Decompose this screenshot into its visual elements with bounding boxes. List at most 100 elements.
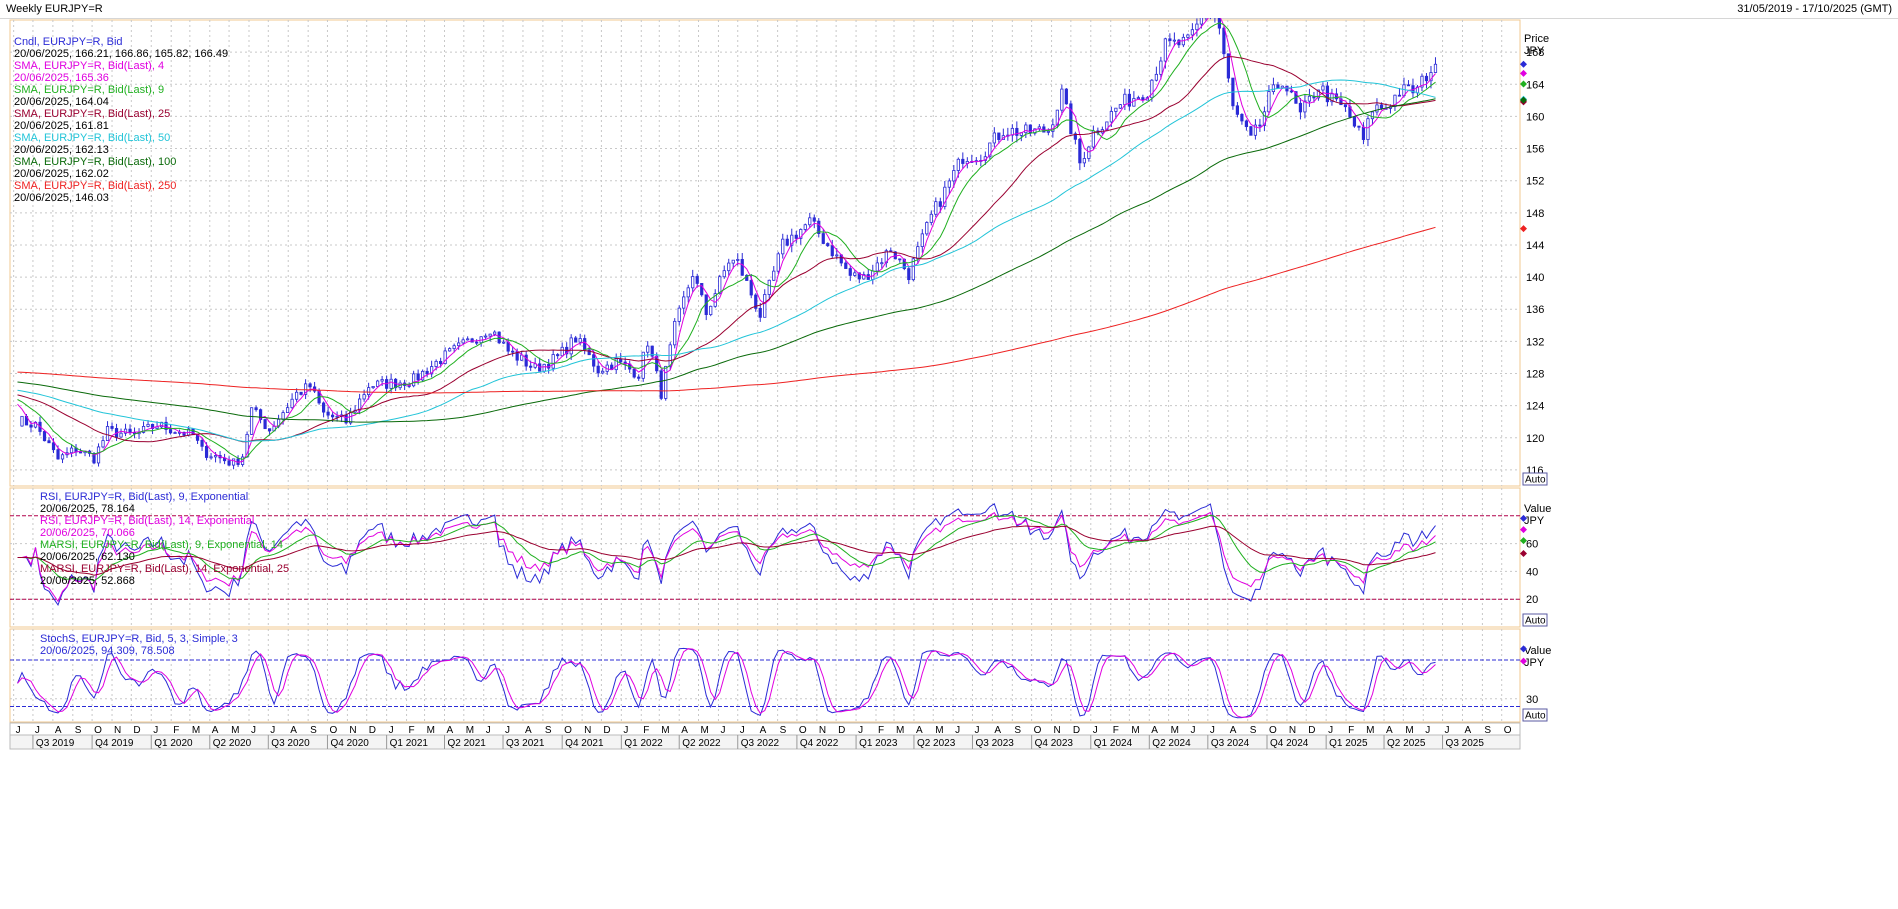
month-label: O — [1034, 725, 1042, 736]
candle-body — [907, 268, 911, 281]
candle-body — [700, 283, 704, 296]
price-tick-label: 124 — [1526, 401, 1544, 413]
candle-body — [484, 335, 488, 338]
price-tick-label: 136 — [1526, 304, 1544, 316]
month-label: J — [623, 725, 628, 736]
candle-body — [308, 383, 312, 388]
candle-body — [542, 363, 546, 372]
month-label: O — [564, 725, 572, 736]
month-label: M — [935, 725, 943, 736]
month-label: A — [290, 725, 297, 736]
candle-body — [461, 339, 465, 344]
candle-body — [736, 259, 740, 261]
chart-canvas[interactable]: 1161201241281321361401441481521561601641… — [0, 18, 1898, 909]
price-legend-label: SMA, EURJPY=R, Bid(Last), 50 — [14, 132, 170, 144]
candle-body — [159, 421, 164, 428]
candle-body — [110, 426, 114, 429]
candle-body — [745, 274, 749, 281]
month-label: D — [1308, 725, 1315, 736]
candle-body — [673, 320, 677, 346]
candle-body — [1150, 79, 1154, 99]
month-label: O — [1269, 725, 1277, 736]
candle-body — [1118, 104, 1122, 109]
candle-body — [389, 378, 393, 389]
candle-body — [857, 272, 861, 280]
candle-body — [466, 338, 470, 341]
candle-body — [303, 383, 308, 395]
price-legend-label: SMA, EURJPY=R, Bid(Last), 9 — [14, 84, 164, 96]
month-label: M — [1405, 725, 1413, 736]
candle-body — [367, 387, 371, 396]
quarter-label: Q1 2021 — [390, 738, 429, 749]
candle-body — [123, 428, 128, 434]
candle-body — [164, 421, 168, 430]
month-label: M — [427, 725, 435, 736]
candle-body — [520, 354, 524, 361]
candle-body — [1303, 100, 1307, 113]
stoch-legend-label: StochS, EURJPY=R, Bid, 5, 3, Simple, 3 — [40, 633, 238, 645]
candle-body — [1199, 18, 1203, 25]
candle-body — [560, 346, 564, 357]
rsi-legend-label: RSI, EURJPY=R, Bid(Last), 14, Exponentia… — [40, 515, 254, 527]
candle-body — [92, 453, 96, 464]
month-label: S — [780, 725, 787, 736]
candle-body — [911, 258, 915, 281]
auto-scale-button[interactable]: Auto — [1522, 613, 1548, 627]
candle-body — [204, 445, 209, 458]
month-label: J — [270, 725, 275, 736]
month-label: J — [505, 725, 510, 736]
quarter-label: Q1 2024 — [1094, 738, 1133, 749]
candle-body — [1429, 72, 1433, 82]
month-label: M — [231, 725, 239, 736]
candle-body — [1375, 104, 1379, 113]
month-label: J — [1210, 725, 1215, 736]
candle-body — [1127, 93, 1131, 107]
candle-body — [254, 407, 258, 411]
candle-body — [1379, 104, 1384, 109]
candle-body — [78, 451, 83, 454]
candle-body — [119, 432, 123, 438]
last-value-marker — [1520, 80, 1527, 88]
candle-body — [1159, 60, 1163, 75]
candle-body — [371, 386, 375, 389]
candle-body — [817, 220, 821, 234]
price-tick-label: 152 — [1526, 176, 1544, 188]
candle-body — [713, 293, 717, 307]
candle-body — [1078, 138, 1082, 164]
candle-body — [1289, 90, 1294, 93]
month-label: M — [192, 725, 200, 736]
candle-body — [862, 274, 866, 280]
price-tick-label: 160 — [1526, 111, 1544, 123]
candle-body — [1114, 107, 1118, 112]
month-label: J — [35, 725, 40, 736]
candle-body — [1087, 146, 1091, 159]
last-value-marker — [1520, 645, 1527, 653]
candle-body — [1024, 124, 1028, 134]
month-label: F — [409, 725, 415, 736]
month-label: S — [75, 725, 82, 736]
candle-body — [596, 365, 600, 374]
candle-body — [925, 222, 929, 235]
rsi-axis-title: Value — [1524, 503, 1551, 515]
candle-body — [1249, 126, 1253, 136]
auto-scale-button[interactable]: Auto — [1522, 708, 1548, 722]
price-legend-value: 20/06/2025, 165.36 — [14, 72, 109, 84]
candle-body — [637, 376, 641, 379]
auto-button-label: Auto — [1525, 475, 1546, 486]
candle-body — [844, 262, 848, 269]
candle-body — [1366, 118, 1370, 140]
month-label: S — [1014, 725, 1021, 736]
candle-body — [285, 407, 290, 413]
candle-body — [943, 186, 947, 207]
month-label: N — [349, 725, 356, 736]
rsi-legend-label: RSI, EURJPY=R, Bid(Last), 9, Exponential — [40, 491, 248, 503]
auto-scale-button[interactable]: Auto — [1522, 472, 1548, 486]
candle-body — [331, 414, 335, 418]
quarter-label: Q2 2020 — [213, 738, 252, 749]
month-label: N — [584, 725, 591, 736]
candle-body — [695, 276, 699, 284]
auto-button-frame — [1522, 472, 1548, 486]
candle-body — [493, 331, 497, 335]
last-value-marker — [1520, 96, 1527, 104]
